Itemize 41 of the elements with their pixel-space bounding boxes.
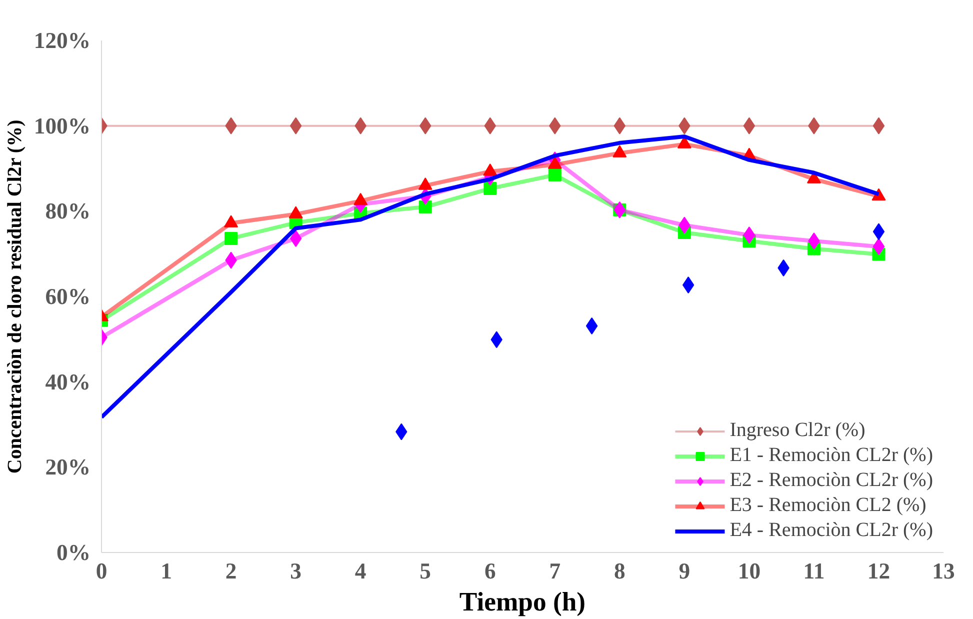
y-tick-label: 20% [45,454,90,480]
y-tick-label: 40% [45,369,90,394]
point [548,168,562,182]
x-tick-label: 6 [484,558,496,584]
legend-label: E2 - Remociòn CL2r (%) [730,469,933,492]
legend-label: E3 - Remociòn CL2 (%) [730,494,926,517]
point [586,317,598,334]
y-tick-label: 120% [34,28,90,53]
legend-label: E1 - Remociòn CL2r (%) [730,444,933,467]
legend-label: E4 - Remociòn CL2r (%) [730,519,933,542]
x-tick-label: 5 [420,558,432,584]
point [224,232,238,245]
x-tick-label: 2 [225,558,237,584]
x-tick-label: 9 [678,558,690,584]
x-tick-label: 10 [738,558,761,584]
y-tick-label: 60% [45,284,90,309]
point [290,117,302,134]
x-tick-label: 3 [290,558,302,584]
point [872,117,885,134]
x-tick-label: 4 [354,558,366,584]
y-tick-label: 80% [45,198,90,224]
point [872,238,885,256]
point [290,230,302,247]
point [484,182,497,196]
point [682,276,694,294]
y-tick-label: 0% [56,540,90,565]
point [743,226,756,244]
x-tick-label: 1 [160,558,172,584]
x-tick-label: 0 [96,558,108,584]
x-tick-label: 13 [932,558,955,584]
y-tick-label: 100% [34,113,90,138]
x-tick-label: 12 [867,558,890,584]
x-tick-label: 11 [803,558,825,584]
point [418,200,432,214]
x-tick-label: 7 [549,558,561,584]
x-tick-label: 8 [614,558,626,584]
x-axis-title: Tiempo (h) [459,586,586,616]
y-axis-title: Concentraciòn de cloro residual Cl2r (%) [4,120,26,474]
legend-label: Ingreso Cl2r (%) [730,419,866,442]
point [872,223,885,240]
point [743,117,756,134]
